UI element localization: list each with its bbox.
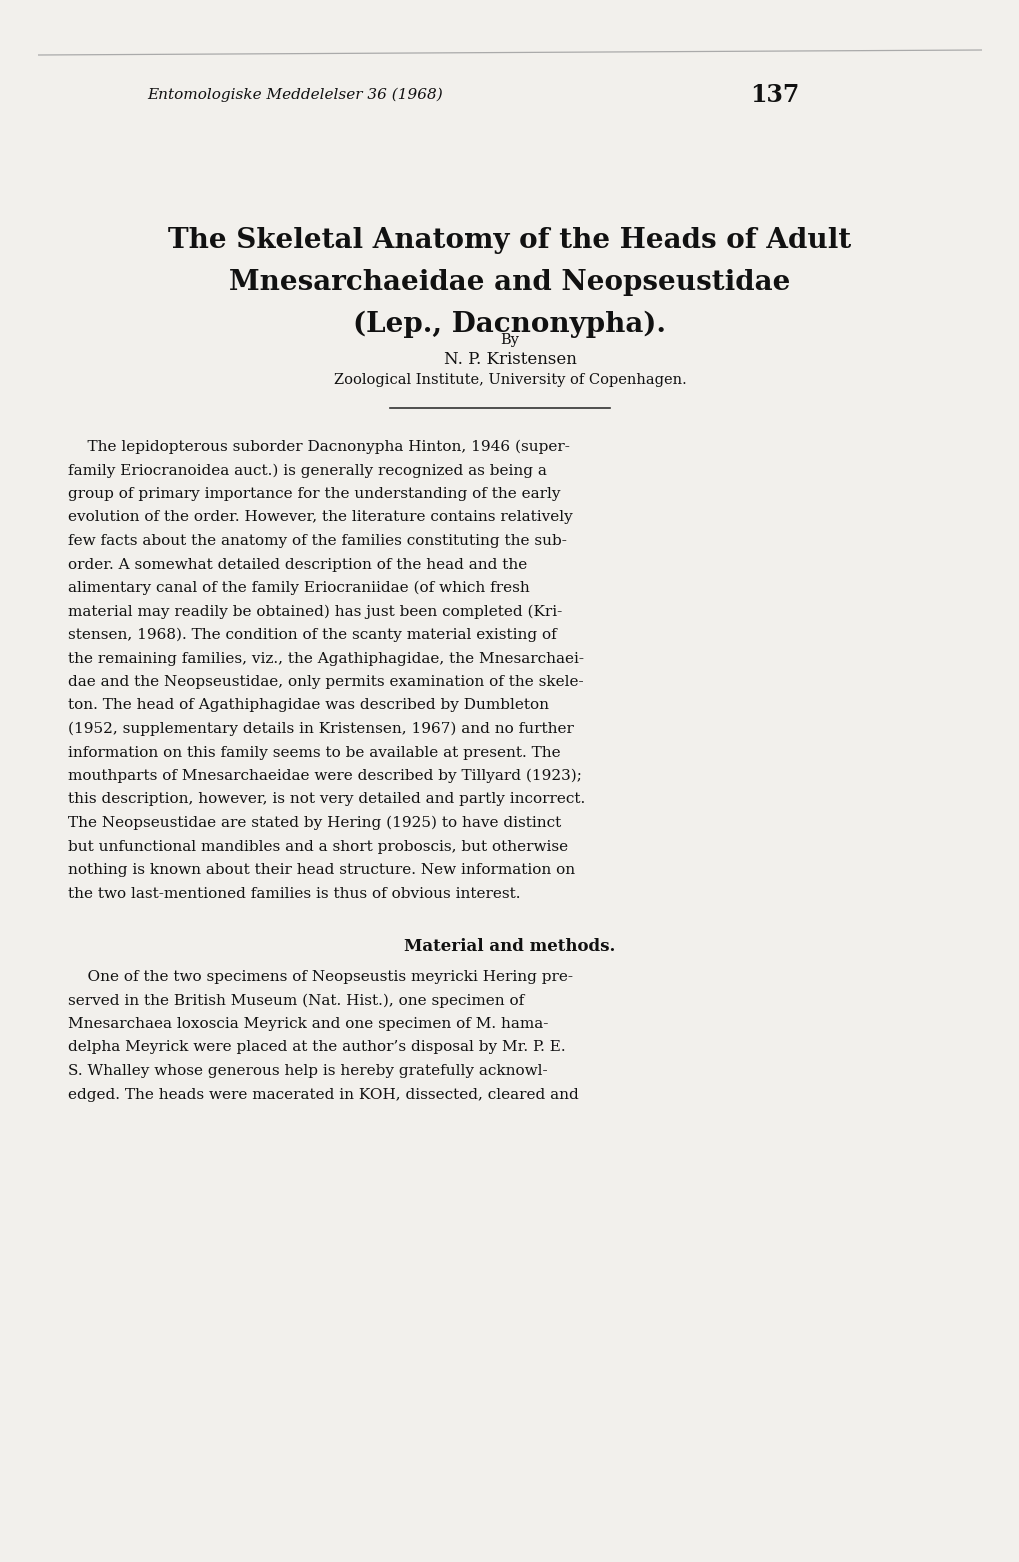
Text: ton. The head of Agathiphagidae was described by Dumbleton: ton. The head of Agathiphagidae was desc…	[68, 698, 548, 712]
Text: material may readily be obtained) has just been completed (Kri-: material may readily be obtained) has ju…	[68, 604, 561, 619]
Text: N. P. Kristensen: N. P. Kristensen	[443, 351, 576, 369]
Text: By: By	[500, 333, 519, 347]
Text: mouthparts of Mnesarchaeidae were described by Tillyard (1923);: mouthparts of Mnesarchaeidae were descri…	[68, 769, 581, 784]
Text: One of the two specimens of Neopseustis meyricki Hering pre-: One of the two specimens of Neopseustis …	[68, 970, 573, 984]
Text: this description, however, is not very detailed and partly incorrect.: this description, however, is not very d…	[68, 792, 585, 806]
Text: The Neopseustidae are stated by Hering (1925) to have distinct: The Neopseustidae are stated by Hering (…	[68, 815, 560, 831]
Text: order. A somewhat detailed description of the head and the: order. A somewhat detailed description o…	[68, 558, 527, 572]
Text: (Lep., Dacnonypha).: (Lep., Dacnonypha).	[354, 311, 665, 337]
Text: Mnesarchaea loxoscia Meyrick and one specimen of M. hama-: Mnesarchaea loxoscia Meyrick and one spe…	[68, 1017, 548, 1031]
Text: the remaining families, viz., the Agathiphagidae, the Mnesarchaei-: the remaining families, viz., the Agathi…	[68, 651, 584, 665]
Text: the two last-mentioned families is thus of obvious interest.: the two last-mentioned families is thus …	[68, 887, 520, 901]
Text: few facts about the anatomy of the families constituting the sub-: few facts about the anatomy of the famil…	[68, 534, 567, 548]
Text: family Eriocranoidea auct.) is generally recognized as being a: family Eriocranoidea auct.) is generally…	[68, 464, 546, 478]
Text: group of primary importance for the understanding of the early: group of primary importance for the unde…	[68, 487, 560, 501]
Text: stensen, 1968). The condition of the scanty material existing of: stensen, 1968). The condition of the sca…	[68, 628, 556, 642]
Text: (1952, supplementary details in Kristensen, 1967) and no further: (1952, supplementary details in Kristens…	[68, 722, 574, 736]
Text: The lepidopterous suborder Dacnonypha Hinton, 1946 (super-: The lepidopterous suborder Dacnonypha Hi…	[68, 440, 570, 455]
Text: Material and methods.: Material and methods.	[404, 939, 615, 954]
Text: alimentary canal of the family Eriocraniidae (of which fresh: alimentary canal of the family Eriocrani…	[68, 581, 529, 595]
Text: The Skeletal Anatomy of the Heads of Adult: The Skeletal Anatomy of the Heads of Adu…	[168, 226, 851, 253]
Text: served in the British Museum (Nat. Hist.), one specimen of: served in the British Museum (Nat. Hist.…	[68, 993, 524, 1007]
Text: Entomologiske Meddelelser 36 (1968): Entomologiske Meddelelser 36 (1968)	[147, 87, 442, 102]
Text: dae and the Neopseustidae, only permits examination of the skele-: dae and the Neopseustidae, only permits …	[68, 675, 583, 689]
Text: S. Whalley whose generous help is hereby gratefully acknowl-: S. Whalley whose generous help is hereby…	[68, 1064, 547, 1078]
Text: delpha Meyrick were placed at the author’s disposal by Mr. P. E.: delpha Meyrick were placed at the author…	[68, 1040, 566, 1054]
Text: information on this family seems to be available at present. The: information on this family seems to be a…	[68, 745, 560, 759]
Text: nothing is known about their head structure. New information on: nothing is known about their head struct…	[68, 862, 575, 876]
Text: but unfunctional mandibles and a short proboscis, but otherwise: but unfunctional mandibles and a short p…	[68, 839, 568, 853]
Text: 137: 137	[750, 83, 799, 108]
Text: evolution of the order. However, the literature contains relatively: evolution of the order. However, the lit…	[68, 511, 573, 525]
Text: edged. The heads were macerated in KOH, dissected, cleared and: edged. The heads were macerated in KOH, …	[68, 1087, 578, 1101]
Text: Mnesarchaeidae and Neopseustidae: Mnesarchaeidae and Neopseustidae	[229, 269, 790, 295]
Text: Zoological Institute, University of Copenhagen.: Zoological Institute, University of Cope…	[333, 373, 686, 387]
